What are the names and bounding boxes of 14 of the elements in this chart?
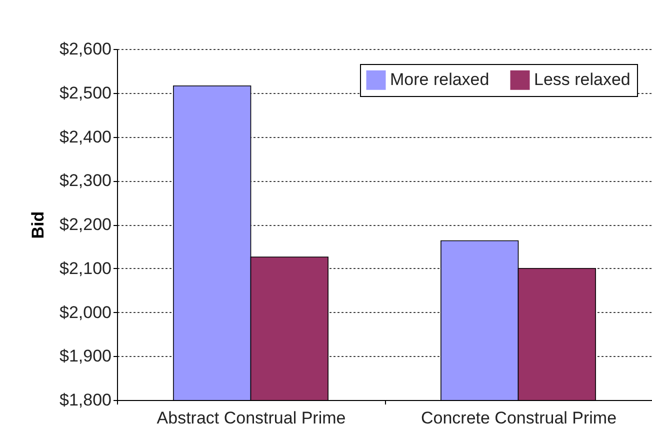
y-axis-title: Bid — [28, 211, 48, 239]
y-tick-label: $2,200 — [60, 215, 112, 234]
y-tick-label: $1,800 — [60, 390, 112, 410]
y-tick-label: $2,400 — [60, 127, 112, 146]
y-tick-label: $1,900 — [60, 346, 112, 366]
x-tick-label: Abstract Construal Prime — [156, 408, 346, 428]
y-tick-label: $2,500 — [60, 83, 112, 102]
y-tick-label: $2,100 — [60, 258, 112, 278]
y-tick-label: $2,300 — [60, 171, 112, 190]
y-tick-label: $2,000 — [60, 302, 112, 322]
y-tick-label: $2,600 — [60, 40, 112, 58]
legend-label: More relaxed — [390, 70, 490, 90]
x-tick-label: Concrete Construal Prime — [420, 408, 617, 428]
legend-label: Less relaxed — [534, 70, 630, 90]
